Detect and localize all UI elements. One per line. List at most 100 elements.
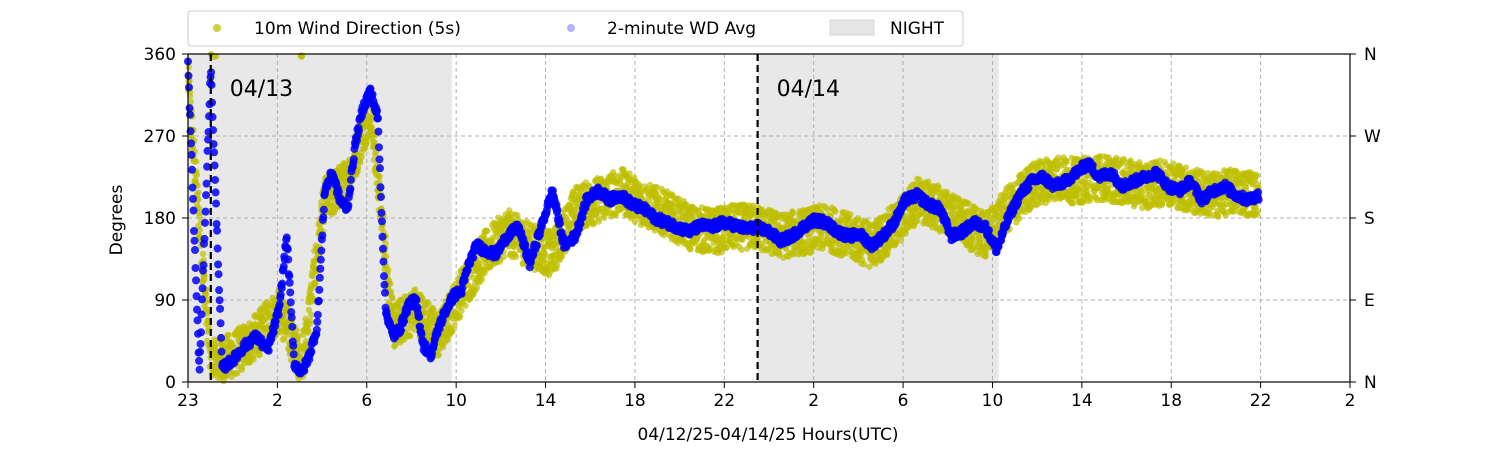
wind-direction-point [1063,157,1070,165]
wd-avg-point [312,325,321,334]
wd-avg-point [198,284,207,293]
wind-direction-point [1158,201,1166,208]
wd-avg-point [214,270,223,279]
wind-direction-point [982,253,989,260]
wd-avg-point [286,298,295,307]
wd-avg-point [190,226,199,235]
wind-direction-point [451,322,458,329]
wd-avg-point [315,285,324,294]
wd-avg-point [187,150,196,159]
wd-avg-point [279,262,288,271]
wd-avg-point [195,365,204,374]
wind-direction-point [199,250,207,258]
wd-avg-point [198,295,207,304]
wd-avg-point [313,310,322,319]
wind-direction-point [473,284,481,292]
wind-direction-point [478,276,486,283]
wd-avg-point [199,261,208,270]
wind-direction-point [256,351,263,359]
wind-direction-point [449,327,456,335]
wind-direction-point [193,158,200,165]
wd-avg-point [196,339,205,348]
wd-avg-point [317,246,326,255]
wind-direction-point [187,98,194,106]
wd-avg-point [185,83,194,92]
wd-avg-point [216,304,225,313]
wind-direction-point [311,279,319,286]
wind-direction-point [193,171,201,178]
wd-avg-point [274,311,283,320]
wd-avg-point [286,288,295,297]
wind-direction-point [357,159,364,166]
wd-avg-point [212,199,221,208]
wd-avg-point [195,356,204,365]
wd-avg-point [283,245,292,254]
wd-avg-point [314,296,323,305]
wind-direction-point [225,331,232,339]
wind-direction-point [266,309,274,316]
wd-avg-point [217,333,226,342]
wd-avg-point [208,98,217,107]
wd-avg-point [213,244,222,253]
wind-direction-point [376,173,383,181]
wd-avg-point [313,317,322,326]
wind-direction-point [305,329,312,336]
wd-avg-point [285,278,294,287]
wd-avg-point [316,255,325,264]
wd-avg-point [319,205,328,214]
wind-direction-point [389,294,396,302]
wind-direction-point [371,139,378,146]
wind-direction-point [358,153,365,161]
wind-direction-point [512,253,520,260]
wd-avg-point [318,231,327,240]
wd-avg-point [191,246,200,255]
wd-avg-point [200,234,209,243]
wd-avg-point [189,206,198,215]
wind-direction-point [1182,164,1190,171]
wind-direction-point [860,261,868,268]
wind-direction-point [631,218,639,226]
wind-direction-point [250,356,257,363]
wind-direction-point [370,156,378,164]
wind-direction-point [196,213,203,220]
wd-avg-point [201,207,210,216]
wd-avg-point [288,322,297,331]
wd-avg-point [189,194,198,203]
wind-direction-point [309,272,317,280]
wind-direction-point [847,211,854,218]
wd-avg-point [319,213,328,222]
wind-direction-point [462,302,469,309]
wd-avg-point [315,273,324,282]
wd-avg-point [307,347,316,356]
wd-avg-point [287,313,296,322]
wind-direction-point [307,311,315,319]
wd-avg-point [197,328,206,337]
wd-avg-point [289,350,298,359]
wind-direction-point [514,212,521,219]
wind-direction-point [738,246,745,253]
wd-avg-point [196,347,205,356]
wind-direction-point [897,237,905,244]
wind-direction-point [411,286,419,293]
wind-direction-point [385,266,392,274]
wind-direction-point [458,307,465,314]
wd-avg-point [217,347,226,356]
wd-avg-point [264,346,273,355]
wind-direction-point [202,290,209,298]
wind-direction-point [635,181,643,188]
wind-direction-point [185,64,192,71]
wd-avg-point [284,255,293,264]
wind-direction-point [406,332,414,340]
wind-direction-point [368,124,376,131]
wind-direction-point [281,334,288,342]
wind-direction-point [234,369,241,377]
wd-avg-point [202,179,211,188]
wind-direction-point [1069,200,1077,207]
wd-avg-point [197,310,206,319]
wind-direction-point [832,208,839,215]
wd-avg-point [188,183,197,192]
wind-direction-point [305,306,313,314]
wd-avg-point [215,286,224,295]
wind-direction-point [195,189,202,196]
